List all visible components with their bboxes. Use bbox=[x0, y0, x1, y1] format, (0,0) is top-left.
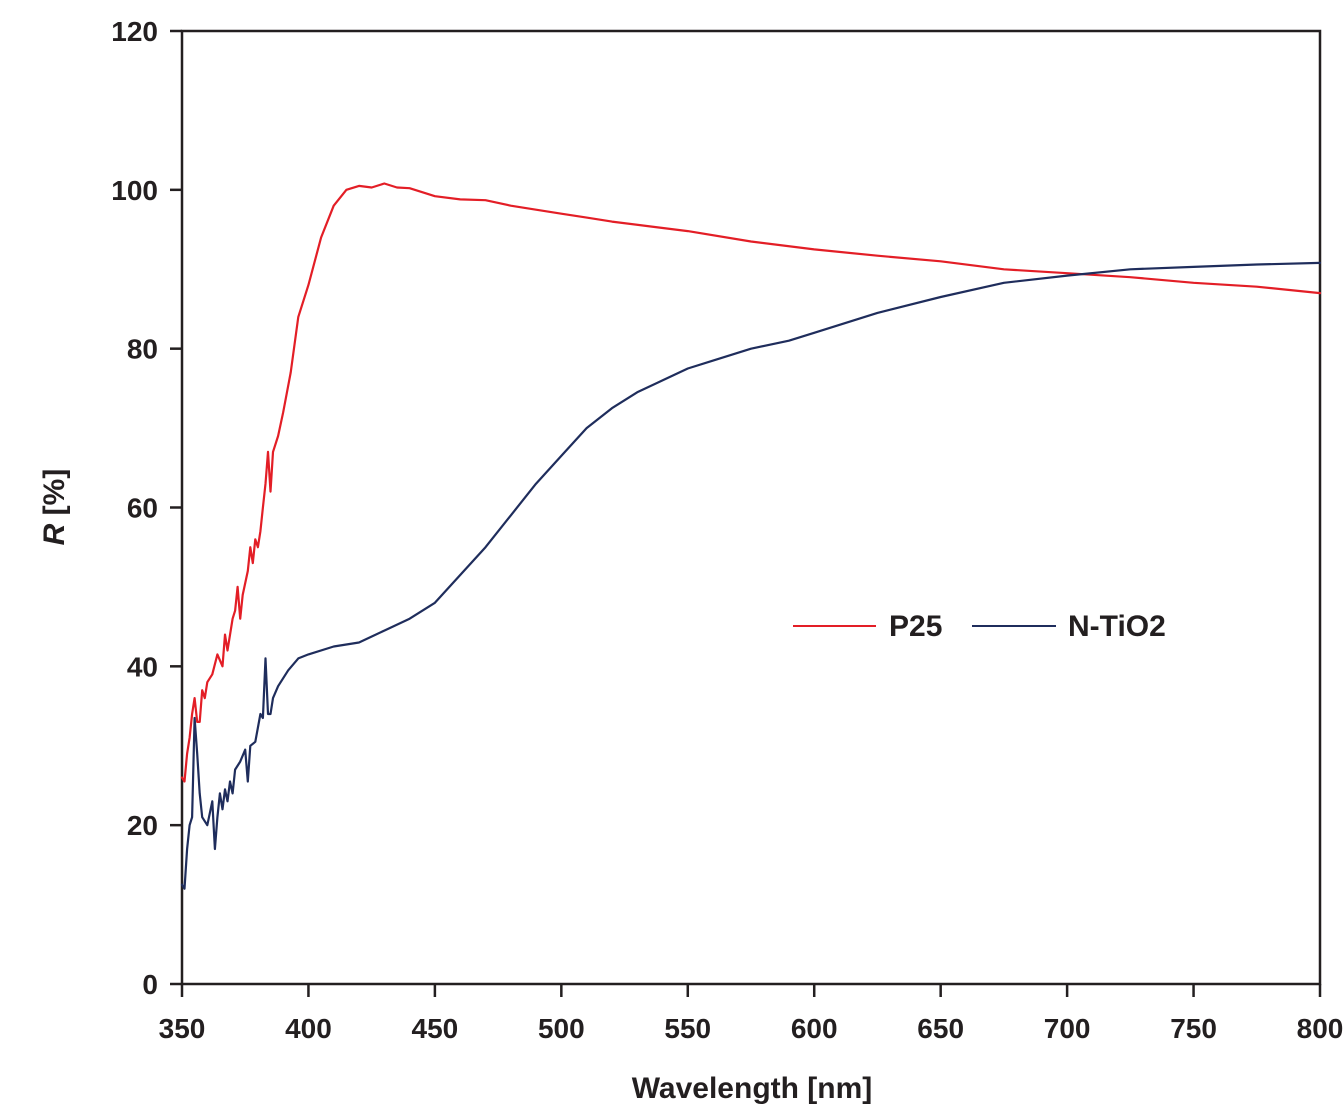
legend: P25 N-TiO2 bbox=[793, 610, 1166, 643]
y-axis-title: R [%] bbox=[38, 469, 71, 546]
x-tick-label: 800 bbox=[1297, 1013, 1343, 1044]
y-axis: 0 20 40 60 80 100 120 bbox=[111, 16, 182, 1000]
x-tick-label: 400 bbox=[285, 1013, 332, 1044]
x-tick-label: 550 bbox=[664, 1013, 711, 1044]
series-line-p25 bbox=[180, 182, 1322, 783]
y-axis-title-unit: [%] bbox=[38, 469, 71, 524]
x-axis-title: Wavelength [nm] bbox=[632, 1072, 873, 1105]
x-tick-label: 650 bbox=[917, 1013, 964, 1044]
x-tick-label: 500 bbox=[538, 1013, 585, 1044]
x-tick-label: 450 bbox=[412, 1013, 459, 1044]
x-tick-label: 750 bbox=[1170, 1013, 1217, 1044]
legend-label-p25: P25 bbox=[889, 610, 942, 643]
plot-frame bbox=[180, 29, 1322, 986]
y-axis-title-symbol: R bbox=[38, 523, 71, 545]
series-line-n-tio2 bbox=[180, 261, 1322, 890]
y-tick-label: 40 bbox=[127, 651, 158, 682]
x-tick-label: 600 bbox=[791, 1013, 838, 1044]
y-tick-label: 100 bbox=[111, 175, 158, 206]
x-axis: 350 400 450 500 550 600 650 700 750 800 bbox=[159, 984, 1343, 1044]
legend-label-n-tio2: N-TiO2 bbox=[1068, 610, 1166, 643]
y-tick-label: 120 bbox=[111, 16, 158, 47]
y-tick-label: 0 bbox=[142, 969, 158, 1000]
y-tick-label: 20 bbox=[127, 810, 158, 841]
y-tick-label: 60 bbox=[127, 493, 158, 524]
x-tick-label: 700 bbox=[1044, 1013, 1091, 1044]
plot-area bbox=[180, 29, 1322, 986]
x-tick-label: 350 bbox=[159, 1013, 206, 1044]
y-tick-label: 80 bbox=[127, 334, 158, 365]
series-layer bbox=[180, 182, 1322, 890]
